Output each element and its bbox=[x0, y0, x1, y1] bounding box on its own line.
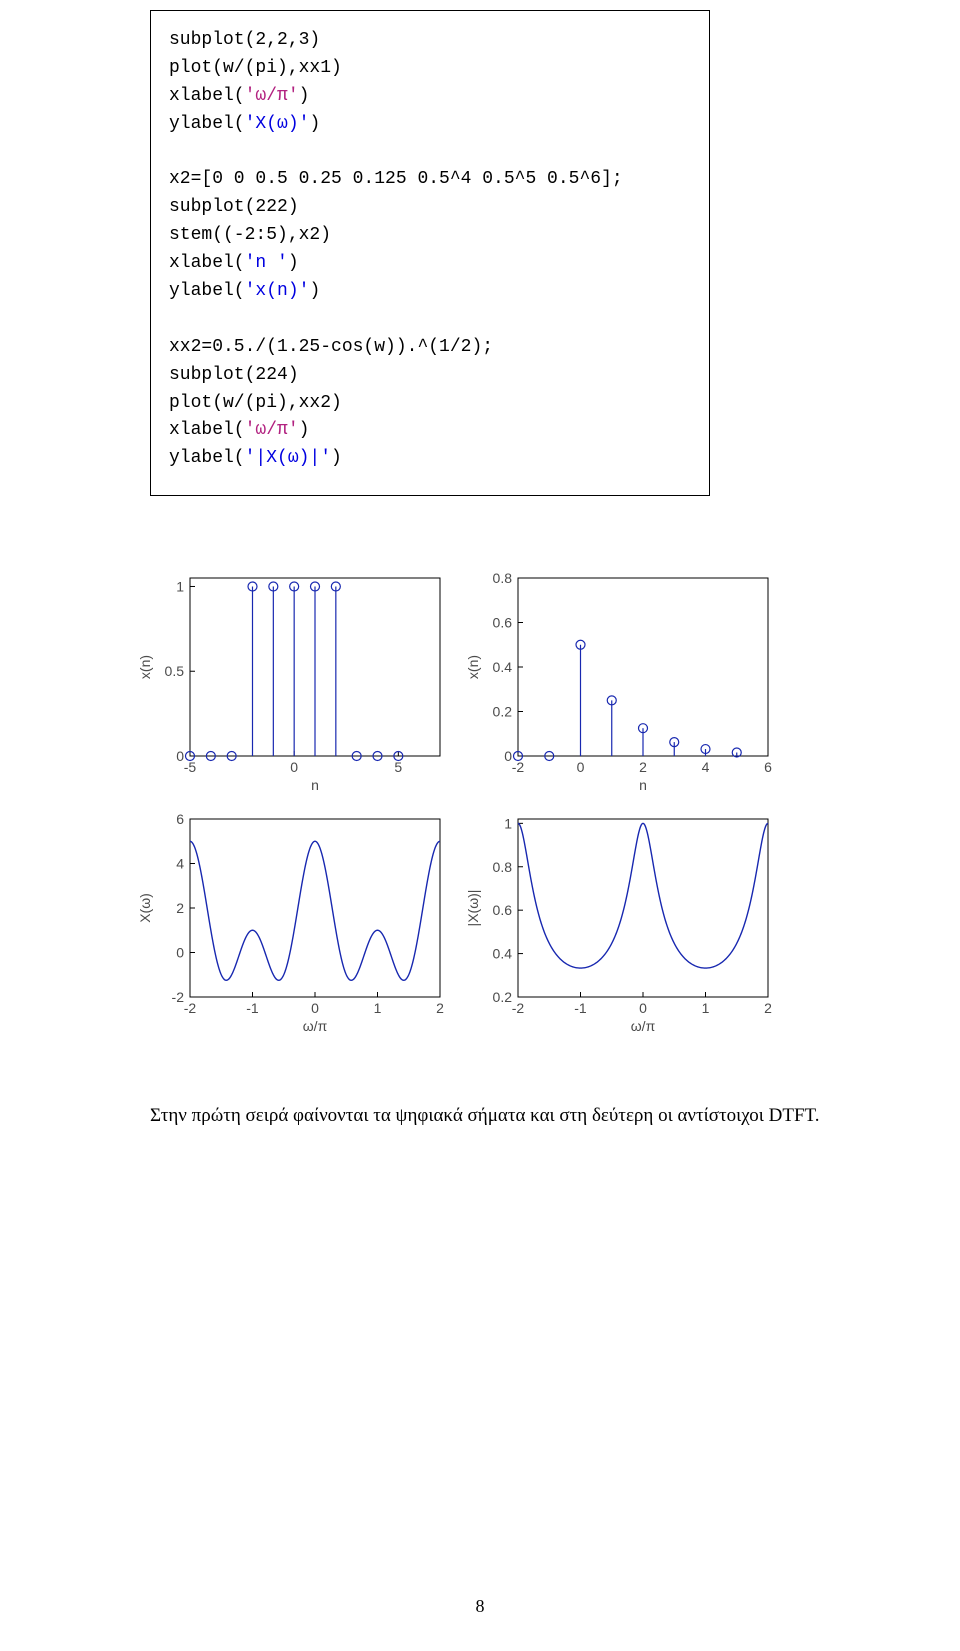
svg-text:1: 1 bbox=[374, 1000, 382, 1016]
svg-text:-1: -1 bbox=[246, 1000, 259, 1016]
code-string: 'n ' bbox=[245, 253, 288, 273]
svg-text:n: n bbox=[639, 777, 647, 793]
code-line: ) bbox=[309, 281, 320, 301]
svg-text:ω/π: ω/π bbox=[631, 1018, 656, 1034]
svg-text:0.4: 0.4 bbox=[493, 946, 513, 962]
svg-text:2: 2 bbox=[764, 1000, 772, 1016]
svg-text:-2: -2 bbox=[184, 1000, 197, 1016]
code-line: ylabel( bbox=[169, 281, 245, 301]
svg-text:0: 0 bbox=[639, 1000, 647, 1016]
code-line: subplot(2,2,3) bbox=[169, 30, 320, 50]
svg-text:0.4: 0.4 bbox=[493, 659, 513, 675]
svg-text:-2: -2 bbox=[512, 759, 525, 775]
svg-text:1: 1 bbox=[176, 579, 184, 595]
svg-text:0.6: 0.6 bbox=[493, 615, 513, 631]
code-line: ) bbox=[331, 448, 342, 468]
svg-text:x(n): x(n) bbox=[137, 655, 153, 679]
svg-text:0.2: 0.2 bbox=[493, 704, 513, 720]
svg-text:-5: -5 bbox=[184, 759, 197, 775]
code-line: ) bbox=[299, 86, 310, 106]
code-line: xlabel( bbox=[169, 420, 245, 440]
svg-text:1: 1 bbox=[504, 816, 512, 832]
svg-text:-2: -2 bbox=[172, 989, 185, 1005]
code-line: x2=[0 0 0.5 0.25 0.125 0.5^4 0.5^5 0.5^6… bbox=[169, 169, 623, 189]
svg-text:2: 2 bbox=[436, 1000, 444, 1016]
svg-text:2: 2 bbox=[639, 759, 647, 775]
svg-text:5: 5 bbox=[394, 759, 402, 775]
chart-stem-1: -50500.51nx(n) bbox=[130, 566, 458, 803]
code-line: xlabel( bbox=[169, 86, 245, 106]
chart-line-1: -2 -1 0 1 2 -2 0 2 4 6 ω/π X(ω) bbox=[130, 807, 458, 1044]
svg-text:0.5: 0.5 bbox=[165, 663, 185, 679]
svg-text:0: 0 bbox=[176, 748, 184, 764]
code-string: 'ω/π' bbox=[245, 420, 299, 440]
code-line: ) bbox=[299, 420, 310, 440]
charts-grid: -50500.51nx(n) -2024600.20.40.60.8nx(n) … bbox=[130, 566, 820, 1044]
svg-text:4: 4 bbox=[702, 759, 710, 775]
svg-text:6: 6 bbox=[764, 759, 772, 775]
code-line: ) bbox=[309, 114, 320, 134]
svg-text:n: n bbox=[311, 777, 319, 793]
svg-text:|X(ω)|: |X(ω)| bbox=[465, 890, 481, 927]
svg-text:ω/π: ω/π bbox=[303, 1018, 328, 1034]
svg-text:0: 0 bbox=[290, 759, 298, 775]
code-line: ) bbox=[288, 253, 299, 273]
svg-text:x(n): x(n) bbox=[465, 655, 481, 679]
svg-text:0.6: 0.6 bbox=[493, 902, 513, 918]
page-number: 8 bbox=[0, 1596, 960, 1617]
svg-text:X(ω): X(ω) bbox=[137, 893, 153, 923]
code-string: 'x(n)' bbox=[245, 281, 310, 301]
chart-line-2: -2 -1 0 1 2 0.2 0.4 0.6 0.8 1 ω/π |X(ω)| bbox=[458, 807, 786, 1044]
body-paragraph: Στην πρώτη σειρά φαίνονται τα ψηφιακά σή… bbox=[150, 1102, 820, 1130]
svg-text:4: 4 bbox=[176, 856, 184, 872]
code-box: subplot(2,2,3) plot(w/(pi),xx1) xlabel('… bbox=[150, 10, 710, 496]
svg-text:2: 2 bbox=[176, 900, 184, 916]
svg-text:6: 6 bbox=[176, 811, 184, 827]
svg-text:0.8: 0.8 bbox=[493, 859, 513, 875]
chart-stem-2: -2024600.20.40.60.8nx(n) bbox=[458, 566, 786, 803]
code-line: plot(w/(pi),xx2) bbox=[169, 393, 342, 413]
code-string: '|X(ω)|' bbox=[245, 448, 331, 468]
code-line: ylabel( bbox=[169, 448, 245, 468]
svg-text:0: 0 bbox=[176, 945, 184, 961]
svg-text:0.2: 0.2 bbox=[493, 989, 513, 1005]
code-string: 'ω/π' bbox=[245, 86, 299, 106]
code-line: subplot(224) bbox=[169, 365, 299, 385]
svg-text:-2: -2 bbox=[512, 1000, 525, 1016]
svg-text:1: 1 bbox=[702, 1000, 710, 1016]
code-line: xx2=0.5./(1.25-cos(w)).^(1/2); bbox=[169, 337, 493, 357]
code-line: plot(w/(pi),xx1) bbox=[169, 58, 342, 78]
svg-text:-1: -1 bbox=[574, 1000, 587, 1016]
code-line: stem((-2:5),x2) bbox=[169, 225, 331, 245]
code-line: subplot(222) bbox=[169, 197, 299, 217]
code-line: ylabel( bbox=[169, 114, 245, 134]
svg-text:0: 0 bbox=[311, 1000, 319, 1016]
svg-text:0.8: 0.8 bbox=[493, 570, 513, 586]
svg-text:0: 0 bbox=[504, 748, 512, 764]
svg-text:0: 0 bbox=[577, 759, 585, 775]
code-line: xlabel( bbox=[169, 253, 245, 273]
code-string: 'X(ω)' bbox=[245, 114, 310, 134]
